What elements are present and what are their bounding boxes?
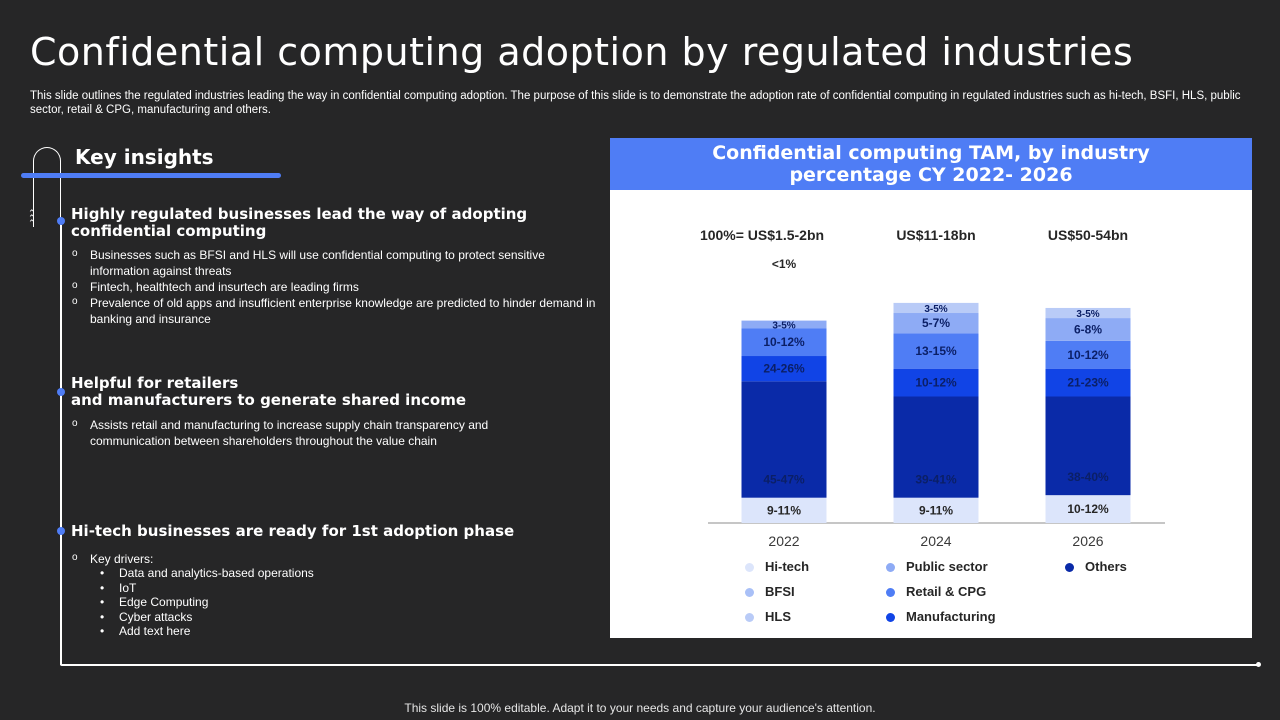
legend-item: Hi-tech bbox=[765, 559, 810, 574]
data-label: 21-23% bbox=[1067, 376, 1109, 390]
bar-segment-retail-cpg-2022 bbox=[741, 328, 827, 357]
bar-segment-retail-cpg-2024 bbox=[893, 333, 979, 369]
chevron-up-icon: ⌃ ⌃ ⌃ bbox=[28, 208, 36, 228]
timeline-frame bbox=[33, 147, 61, 227]
section-1-dot bbox=[57, 217, 65, 225]
list-item: Add text here bbox=[100, 624, 380, 639]
bar-segment-hls-2024 bbox=[893, 302, 979, 314]
legend-item: Others bbox=[1085, 559, 1127, 574]
data-label: 10-12% bbox=[1067, 502, 1109, 516]
legend-dot bbox=[745, 588, 754, 597]
legend-item: BFSI bbox=[765, 584, 795, 599]
bar-segment-others-2022 bbox=[741, 381, 827, 498]
key-insights-underline bbox=[21, 173, 281, 178]
page-title: Confidential computing adoption by regul… bbox=[30, 30, 1134, 74]
data-label: 3-5% bbox=[1076, 309, 1099, 320]
stacked-bar-chart: 9-11% 45-47% 24-26% 10-12% 3-5% 2022 100%= US$… bbox=[700, 227, 1165, 549]
chart-title: Confidential computing TAM, by industry … bbox=[610, 138, 1252, 190]
data-label: 45-47% bbox=[763, 473, 805, 487]
bar-segment-public-sector-2026 bbox=[1045, 318, 1131, 341]
list-item: IoT bbox=[100, 581, 380, 596]
data-label: 13-15% bbox=[915, 344, 957, 358]
list-item: Businesses such as BFSI and HLS will use… bbox=[71, 246, 601, 279]
section-1-bullets: Businesses such as BFSI and HLS will use… bbox=[71, 246, 601, 327]
section-3-sub-bullets: Data and analytics-based operations IoT … bbox=[100, 566, 380, 639]
bar-segment-hi-tech-2022 bbox=[741, 497, 827, 523]
legend-dot bbox=[745, 613, 754, 622]
page-subtitle: This slide outlines the regulated indust… bbox=[30, 90, 1241, 116]
key-insights-heading: Key insights bbox=[75, 145, 214, 169]
legend-dot bbox=[886, 613, 895, 622]
timeline-baseline bbox=[60, 664, 1258, 666]
chart-panel: Confidential computing TAM, by industry … bbox=[610, 138, 1252, 638]
data-label: 39-41% bbox=[915, 473, 957, 487]
bar-segment-hi-tech-2024 bbox=[893, 497, 979, 523]
bar-segment-public-sector-2022 bbox=[741, 320, 827, 329]
data-label: 10-12% bbox=[1067, 348, 1109, 362]
data-label: 5-7% bbox=[922, 316, 950, 330]
legend-item: Public sector bbox=[906, 559, 988, 574]
total-label: US$50-54bn bbox=[1048, 227, 1128, 243]
data-label: 10-12% bbox=[763, 335, 805, 349]
legend-item: Manufacturing bbox=[906, 609, 996, 624]
section-2-title-line2: and manufacturers to generate shared inc… bbox=[71, 391, 467, 409]
x-tick-label: 2024 bbox=[920, 533, 951, 549]
bar-segment-retail-cpg-2026 bbox=[1045, 340, 1131, 369]
section-2-bullets: Assists retail and manufacturing to incr… bbox=[71, 416, 501, 449]
data-label: 38-40% bbox=[1067, 470, 1109, 484]
bar-segment-public-sector-2024 bbox=[893, 313, 979, 334]
legend-item: HLS bbox=[765, 609, 791, 624]
x-tick-label: 2022 bbox=[768, 533, 799, 549]
timeline-line bbox=[60, 225, 62, 665]
bar-segment-manufacturing-2024 bbox=[893, 368, 979, 397]
bar-segment-others-2026 bbox=[1045, 396, 1131, 496]
data-label: 9-11% bbox=[919, 503, 953, 517]
section-1-title: Highly regulated businesses lead the way… bbox=[71, 205, 528, 240]
total-label: 100%= US$1.5-2bn bbox=[700, 227, 824, 243]
list-item: Cyber attacks bbox=[100, 610, 380, 625]
data-label: 9-11% bbox=[767, 503, 801, 517]
outside-label: <1% bbox=[772, 257, 797, 271]
footer-note: This slide is 100% editable. Adapt it to… bbox=[404, 701, 876, 715]
bar-segment-manufacturing-2022 bbox=[741, 356, 827, 382]
section-3-bullets: Key drivers: bbox=[71, 550, 371, 567]
chart-title-line2: percentage CY 2022- 2026 bbox=[789, 164, 1073, 186]
bar-segment-others-2024 bbox=[893, 396, 979, 498]
list-item: Edge Computing bbox=[100, 595, 380, 610]
list-item: Key drivers: bbox=[71, 550, 371, 567]
legend-dot bbox=[886, 563, 895, 572]
chart-title-line1: Confidential computing TAM, by industry bbox=[712, 142, 1150, 164]
bar-segment-manufacturing-2026 bbox=[1045, 368, 1131, 397]
bar-segment-hls-2026 bbox=[1045, 307, 1131, 319]
legend-dot bbox=[886, 588, 895, 597]
data-label: 3-5% bbox=[924, 304, 947, 315]
section-2-title: Helpful for retailers and manufacturers … bbox=[71, 375, 541, 409]
legend-item: Retail & CPG bbox=[906, 584, 987, 599]
data-label: 6-8% bbox=[1074, 322, 1102, 336]
list-item: Prevalence of old apps and insufficient … bbox=[71, 294, 601, 327]
legend-dot bbox=[1065, 563, 1074, 572]
section-2-dot bbox=[57, 388, 65, 396]
data-label: 3-5% bbox=[772, 320, 795, 331]
total-label: US$11-18bn bbox=[896, 227, 975, 243]
bar-segment-hi-tech-2026 bbox=[1045, 495, 1131, 523]
x-tick-label: 2026 bbox=[1072, 533, 1103, 549]
section-2-title-line1: Helpful for retailers bbox=[71, 374, 239, 392]
section-3-title: Hi-tech businesses are ready for 1st ado… bbox=[71, 522, 515, 540]
list-item: Fintech, healthtech and insurtech are le… bbox=[71, 278, 601, 295]
list-item: Assists retail and manufacturing to incr… bbox=[71, 416, 501, 449]
data-label: 24-26% bbox=[763, 362, 805, 376]
list-item: Data and analytics-based operations bbox=[100, 566, 380, 581]
data-label: 10-12% bbox=[915, 376, 957, 390]
timeline-end-dot bbox=[1256, 662, 1261, 667]
legend-dot bbox=[745, 563, 754, 572]
section-3-dot bbox=[57, 527, 65, 535]
